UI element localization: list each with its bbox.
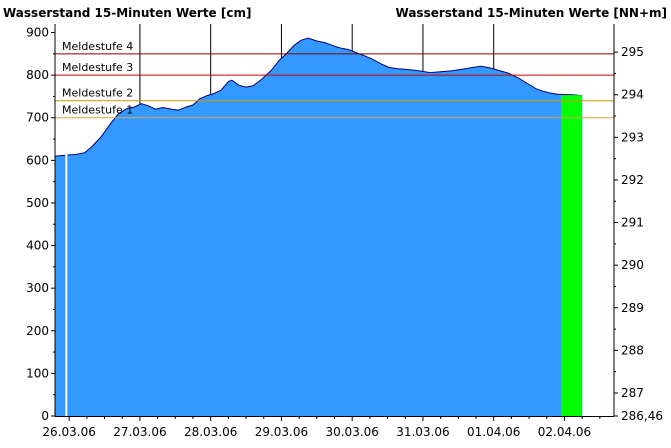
- y-tick-label: 100: [26, 366, 49, 380]
- y-tick-label: 300: [26, 281, 49, 295]
- x-tick-label: 31.03.06: [396, 425, 449, 439]
- axes: 0 100 200 300 400 500 600 700 800 900 286,46 287 288…: [26, 24, 663, 439]
- y2-tick-label: 290: [621, 258, 644, 272]
- threshold-label: Meldestufe 4: [62, 40, 133, 53]
- chart-title-left: Wasserstand 15-Minuten Werte [cm]: [3, 6, 251, 20]
- threshold-label: Meldestufe 1: [62, 104, 133, 117]
- x-tick-label: 28.03.06: [184, 425, 237, 439]
- series-line-0: [54, 37, 583, 157]
- y-tick-label: 700: [26, 111, 49, 125]
- y-tick-label: 500: [26, 196, 49, 210]
- y2-tick-label: 288: [621, 343, 644, 357]
- y-tick-label: 900: [26, 26, 49, 40]
- y-tick-label: 800: [26, 68, 49, 82]
- x-tick-label: 27.03.06: [113, 425, 166, 439]
- y2-tick-label: 291: [621, 216, 644, 230]
- y-tick-label: 400: [26, 239, 49, 253]
- y2-tick-label: 295: [621, 45, 644, 59]
- x-tick-label: 26.03.06: [42, 425, 95, 439]
- x-tick-label: 29.03.06: [255, 425, 308, 439]
- x-tick-label: 01.04.06: [467, 425, 520, 439]
- x-tick-label: 30.03.06: [325, 425, 378, 439]
- y-tick-label: 200: [26, 324, 49, 338]
- threshold-lines: Meldestufe 4 Meldestufe 3 Meldestufe 2 Meld…: [55, 40, 614, 119]
- y-tick-label: 600: [26, 153, 49, 167]
- plot-area: [54, 24, 583, 416]
- y2-tick-label: 289: [621, 301, 644, 315]
- y2-tick-label: 293: [621, 130, 644, 144]
- threshold-label: Meldestufe 2: [62, 87, 133, 100]
- chart-title-right: Wasserstand 15-Minuten Werte [NN+m]: [396, 6, 667, 20]
- threshold-label: Meldestufe 3: [62, 61, 133, 74]
- forecast-block: [560, 95, 583, 416]
- y2-tick-label: 286,46: [621, 409, 663, 423]
- y2-tick-label: 294: [621, 88, 644, 102]
- data-gap: [65, 24, 68, 416]
- x-tick-label: 02.04.06: [538, 425, 591, 439]
- y-tick-label: 0: [41, 409, 49, 423]
- series-area-0: [55, 38, 583, 416]
- y2-tick-label: 292: [621, 173, 644, 187]
- y2-tick-label: 287: [621, 386, 644, 400]
